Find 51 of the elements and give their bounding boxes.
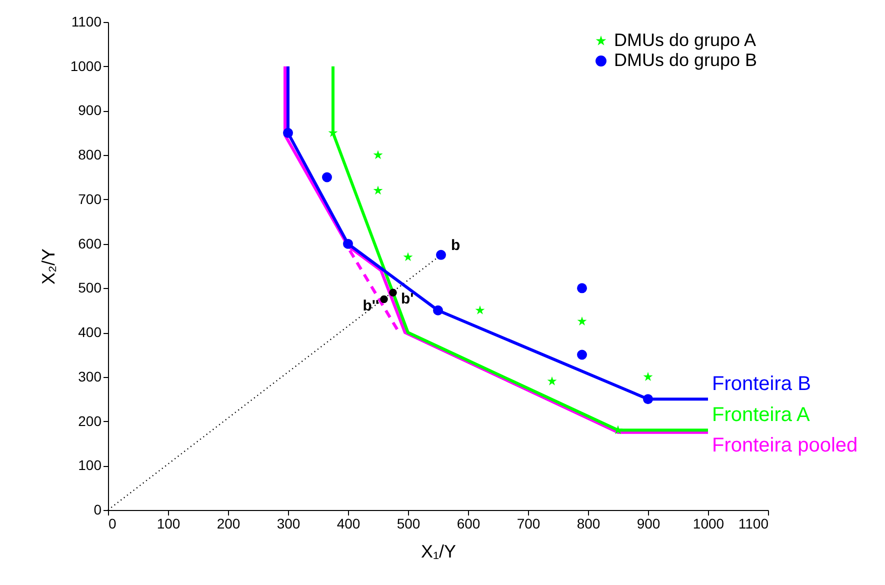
y-tick-label: 700 bbox=[78, 190, 102, 207]
y-tick-label: 600 bbox=[78, 235, 102, 252]
point bbox=[283, 128, 293, 138]
annotation: b'' bbox=[362, 297, 379, 314]
legend-label: DMUs do grupo B bbox=[614, 50, 758, 70]
point bbox=[380, 295, 388, 304]
x-tick-label: 300 bbox=[276, 516, 300, 532]
y-tick-label: 1000 bbox=[70, 58, 102, 74]
point bbox=[643, 372, 653, 381]
y-tick-label: 1100 bbox=[71, 14, 102, 30]
point bbox=[373, 150, 383, 160]
x-tick-label: 600 bbox=[456, 516, 480, 532]
y-tick-label: 900 bbox=[78, 102, 102, 118]
point bbox=[643, 394, 653, 404]
point bbox=[577, 350, 587, 360]
series-label: Fronteira pooled bbox=[712, 434, 858, 456]
x-tick-label: 200 bbox=[216, 516, 240, 532]
x-tick-label: 400 bbox=[336, 516, 360, 532]
point bbox=[343, 238, 353, 249]
series-label: Fronteira A bbox=[712, 404, 810, 426]
series-label: Fronteira B bbox=[712, 373, 811, 396]
annotation: b' bbox=[401, 290, 414, 308]
y-tick-label: 200 bbox=[78, 412, 102, 429]
x-tick-label: 100 bbox=[156, 516, 180, 532]
point bbox=[322, 172, 332, 182]
y-tick-label: 300 bbox=[78, 368, 102, 384]
point bbox=[577, 316, 587, 326]
point bbox=[475, 305, 485, 314]
point bbox=[547, 376, 557, 386]
x-tick-label: 800 bbox=[576, 516, 600, 532]
x-tick-label: 0 bbox=[108, 516, 116, 532]
annotation: b bbox=[451, 236, 460, 254]
x-tick-label: 500 bbox=[396, 516, 420, 532]
x-tick-label: 700 bbox=[516, 516, 540, 532]
y-axis-title: X₂/Y bbox=[38, 248, 58, 284]
x-tick-label: 1100 bbox=[738, 516, 769, 532]
point bbox=[436, 250, 446, 260]
y-tick-label: 100 bbox=[78, 457, 102, 474]
point bbox=[577, 283, 587, 294]
y-tick-label: 500 bbox=[78, 280, 102, 296]
x-tick-label: 900 bbox=[636, 516, 660, 532]
x-axis-title: X₁/Y bbox=[420, 542, 456, 562]
y-tick-label: 800 bbox=[78, 146, 102, 163]
y-tick-label: 0 bbox=[94, 502, 102, 518]
point bbox=[389, 288, 397, 296]
point bbox=[403, 252, 413, 262]
legend-label: DMUs do grupo A bbox=[614, 30, 756, 50]
point bbox=[373, 186, 383, 195]
point bbox=[433, 305, 443, 316]
x-tick-label: 1000 bbox=[692, 516, 724, 532]
y-tick-label: 400 bbox=[78, 324, 102, 340]
